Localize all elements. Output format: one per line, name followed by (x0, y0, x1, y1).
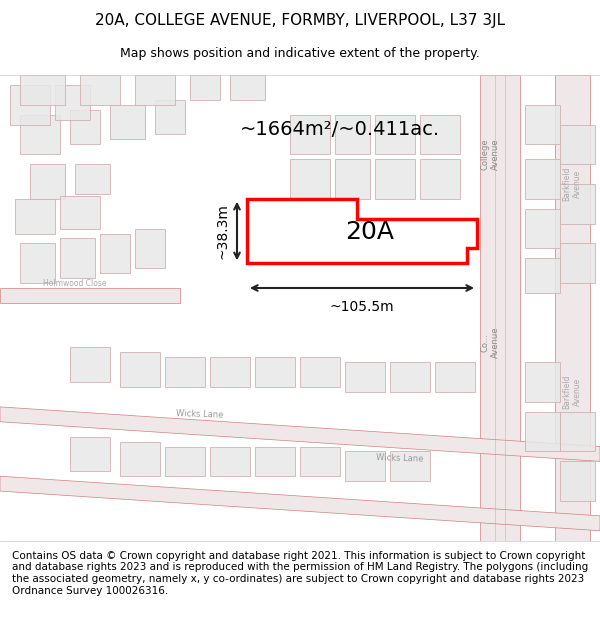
Polygon shape (75, 164, 110, 194)
Text: Co...
Avenue: Co... Avenue (481, 327, 500, 358)
Polygon shape (20, 243, 55, 283)
Text: Map shows position and indicative extent of the property.: Map shows position and indicative extent… (120, 48, 480, 61)
Polygon shape (70, 348, 110, 382)
Polygon shape (15, 199, 55, 234)
Polygon shape (210, 446, 250, 476)
Polygon shape (30, 164, 65, 199)
Polygon shape (420, 159, 460, 199)
Text: Wicks Lane: Wicks Lane (376, 453, 424, 464)
Polygon shape (290, 114, 330, 154)
Text: College
Avenue: College Avenue (481, 139, 500, 170)
Polygon shape (255, 446, 295, 476)
Polygon shape (375, 114, 415, 154)
Polygon shape (120, 441, 160, 476)
Polygon shape (555, 75, 590, 541)
Polygon shape (390, 362, 430, 392)
Polygon shape (0, 476, 600, 531)
Polygon shape (560, 461, 595, 501)
Polygon shape (55, 85, 90, 119)
Polygon shape (70, 109, 100, 144)
Text: Holmwood Close: Holmwood Close (43, 279, 107, 288)
Polygon shape (290, 159, 330, 199)
Polygon shape (110, 105, 145, 139)
Polygon shape (230, 75, 265, 100)
Polygon shape (135, 75, 175, 105)
Text: 20A: 20A (346, 219, 395, 244)
Polygon shape (525, 209, 560, 248)
Polygon shape (435, 362, 475, 392)
Text: Wicks Lane: Wicks Lane (176, 409, 224, 420)
Polygon shape (165, 357, 205, 387)
Text: ~1664m²/~0.411ac.: ~1664m²/~0.411ac. (240, 120, 440, 139)
Polygon shape (0, 407, 600, 461)
Polygon shape (560, 243, 595, 283)
Text: Contains OS data © Crown copyright and database right 2021. This information is : Contains OS data © Crown copyright and d… (12, 551, 588, 596)
Polygon shape (190, 75, 220, 100)
Text: Barkfield
Avenue: Barkfield Avenue (562, 167, 582, 201)
Polygon shape (345, 451, 385, 481)
Polygon shape (390, 451, 430, 481)
Polygon shape (80, 75, 120, 105)
Polygon shape (300, 446, 340, 476)
Text: Barkfield
Avenue: Barkfield Avenue (562, 375, 582, 409)
Polygon shape (525, 159, 560, 199)
Polygon shape (300, 357, 340, 387)
Polygon shape (255, 357, 295, 387)
Text: ~105.5m: ~105.5m (329, 300, 394, 314)
Polygon shape (420, 114, 460, 154)
Polygon shape (525, 362, 560, 402)
Polygon shape (560, 412, 595, 451)
Polygon shape (525, 412, 560, 451)
Polygon shape (20, 114, 60, 154)
Polygon shape (345, 362, 385, 392)
Polygon shape (60, 239, 95, 278)
Polygon shape (165, 446, 205, 476)
Polygon shape (335, 114, 370, 154)
Polygon shape (480, 75, 520, 541)
Polygon shape (70, 437, 110, 471)
Text: ~38.3m: ~38.3m (215, 203, 229, 259)
Polygon shape (560, 184, 595, 224)
Text: 20A, COLLEGE AVENUE, FORMBY, LIVERPOOL, L37 3JL: 20A, COLLEGE AVENUE, FORMBY, LIVERPOOL, … (95, 14, 505, 29)
Polygon shape (0, 288, 180, 303)
Polygon shape (525, 258, 560, 293)
Polygon shape (155, 100, 185, 134)
Polygon shape (10, 85, 50, 124)
Polygon shape (525, 105, 560, 144)
Polygon shape (120, 352, 160, 387)
Polygon shape (335, 159, 370, 199)
Polygon shape (210, 357, 250, 387)
Polygon shape (60, 196, 100, 229)
Polygon shape (20, 75, 65, 105)
Polygon shape (135, 229, 165, 268)
Polygon shape (100, 234, 130, 273)
Polygon shape (560, 124, 595, 164)
Polygon shape (375, 159, 415, 199)
